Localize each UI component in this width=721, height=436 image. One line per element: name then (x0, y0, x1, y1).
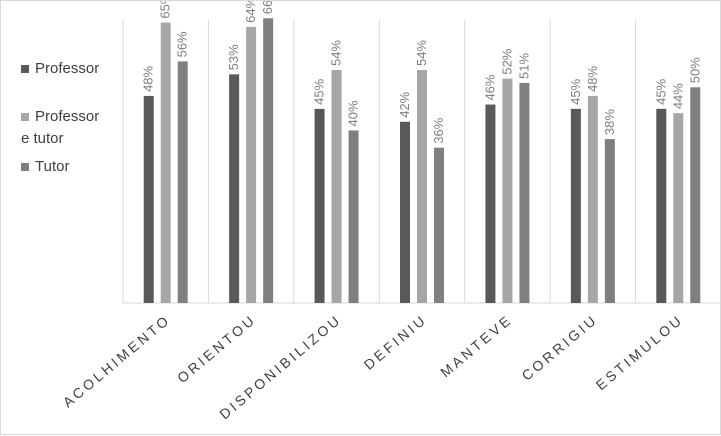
bar-definiu-3 (434, 147, 444, 303)
data-label: 42% (397, 91, 412, 117)
bar-definiu-1 (400, 121, 410, 303)
legend-swatch-tutor (21, 163, 29, 171)
bar-disponibilizou-1 (314, 108, 325, 303)
data-label: 38% (602, 109, 617, 135)
data-label: 48% (585, 65, 600, 91)
data-label: 53% (226, 44, 241, 70)
bar-corrigiu-1 (570, 108, 581, 303)
category-label: CORRIGIU (518, 311, 600, 384)
bar-corrigiu-3 (604, 139, 615, 303)
bar-acolhimento-1 (143, 95, 154, 304)
bar-estimulou-3 (690, 87, 701, 304)
legend-label-professor-e-tutor-line1: Professor (35, 108, 100, 125)
bar-orientou-2 (246, 26, 257, 304)
bar-manteve-1 (485, 104, 496, 304)
data-label: 51% (516, 53, 531, 79)
data-label: 46% (482, 74, 497, 100)
legend-label-professor: Professor (35, 60, 100, 77)
bar-disponibilizou-2 (331, 70, 342, 304)
bar-estimulou-1 (656, 108, 667, 303)
bar-manteve-3 (519, 82, 530, 303)
bar-manteve-2 (502, 78, 513, 304)
bar-corrigiu-2 (587, 95, 598, 304)
data-label: 40% (346, 100, 361, 126)
bar-estimulou-2 (673, 113, 684, 304)
bar-disponibilizou-3 (348, 130, 359, 303)
data-label: 54% (414, 40, 429, 66)
legend-label-professor-e-tutor-line2: e tutor (21, 130, 64, 147)
bar-acolhimento-3 (177, 61, 188, 304)
bar-orientou-1 (229, 74, 240, 303)
category-label: MANTEVE (437, 311, 515, 380)
category-label: DEFINIU (361, 311, 430, 373)
category-label: ESTIMULOU (593, 311, 687, 393)
data-label: 36% (431, 117, 446, 143)
data-label: 50% (687, 57, 702, 83)
legend-label-tutor: Tutor (35, 158, 70, 175)
data-label: 45% (312, 78, 327, 104)
legend-swatch-professor-e-tutor (21, 113, 29, 121)
data-label: 52% (499, 48, 514, 74)
bar-acolhimento-2 (160, 22, 171, 303)
data-label: 44% (670, 83, 685, 109)
category-label: ACOLHIMENTO (60, 311, 174, 410)
data-label: 48% (141, 65, 156, 91)
legend-swatch-professor (21, 65, 29, 73)
category-label: ORIENTOU (174, 311, 259, 386)
bar-definiu-2 (417, 70, 427, 304)
data-label: 56% (175, 31, 190, 57)
data-label: 64% (243, 1, 258, 23)
data-label: 45% (568, 78, 583, 104)
bar-orientou-3 (263, 18, 274, 304)
data-label: 45% (653, 78, 668, 104)
data-label: 54% (329, 40, 344, 66)
data-label: 65% (158, 1, 173, 19)
data-label: 66% (260, 1, 275, 14)
